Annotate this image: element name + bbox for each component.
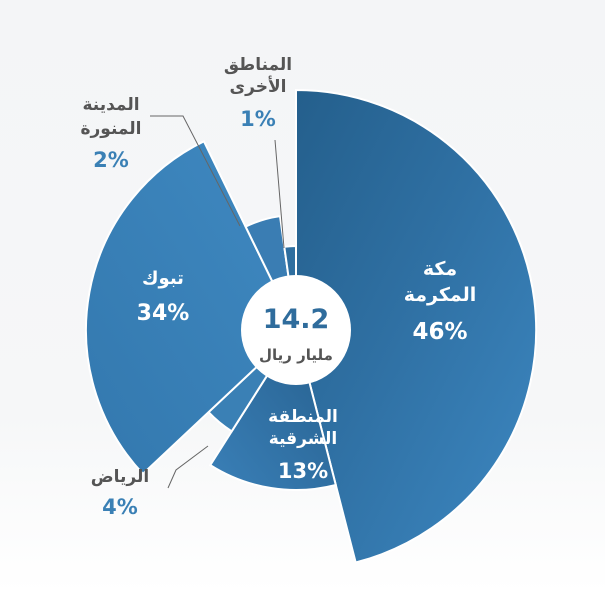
slice-0 xyxy=(295,88,538,564)
leader-line-4 xyxy=(150,115,241,227)
slice-label-1-line-0: المنطقة xyxy=(268,407,338,427)
center-hole xyxy=(241,275,351,385)
center-value: 14.2 xyxy=(263,304,330,335)
leader-line-2 xyxy=(167,445,209,489)
slice-label-3-line-0: تبوك xyxy=(142,268,184,289)
slice-percent-2: 4% xyxy=(102,495,138,519)
slice-percent-5: 1% xyxy=(240,107,276,131)
slice-label-0-line-1: المكرمة xyxy=(404,284,477,306)
slice-percent-0: 46% xyxy=(412,319,467,345)
slice-label-1-line-1: الشرقية xyxy=(269,429,337,449)
slice-label-0-line-0: مكة xyxy=(423,258,457,280)
center-unit: مليار ريال xyxy=(259,346,333,364)
slice-percent-1: 13% xyxy=(278,459,328,483)
slice-label-5-line-0: المناطق xyxy=(224,55,292,75)
slice-label-4-line-0: المدينة xyxy=(82,95,139,115)
slice-percent-3: 34% xyxy=(137,301,190,326)
slice-label-5-line-1: الأخرى xyxy=(230,76,287,97)
leader-line-5 xyxy=(274,139,285,249)
slice-3 xyxy=(85,139,298,476)
slice-label-4-line-1: المنورة xyxy=(80,119,141,139)
slice-label-2-line-0: الرياض xyxy=(91,467,149,487)
slice-percent-4: 2% xyxy=(93,148,129,172)
